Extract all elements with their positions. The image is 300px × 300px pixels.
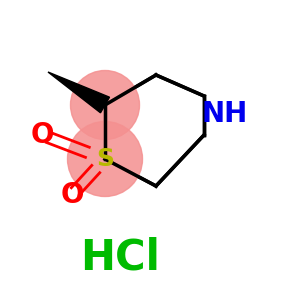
- Text: S: S: [96, 147, 114, 171]
- Text: NH: NH: [202, 100, 248, 128]
- Text: O: O: [30, 121, 54, 149]
- Circle shape: [70, 70, 140, 140]
- Text: HCl: HCl: [80, 237, 160, 279]
- Text: O: O: [60, 181, 84, 209]
- Circle shape: [68, 122, 142, 196]
- Polygon shape: [48, 72, 110, 113]
